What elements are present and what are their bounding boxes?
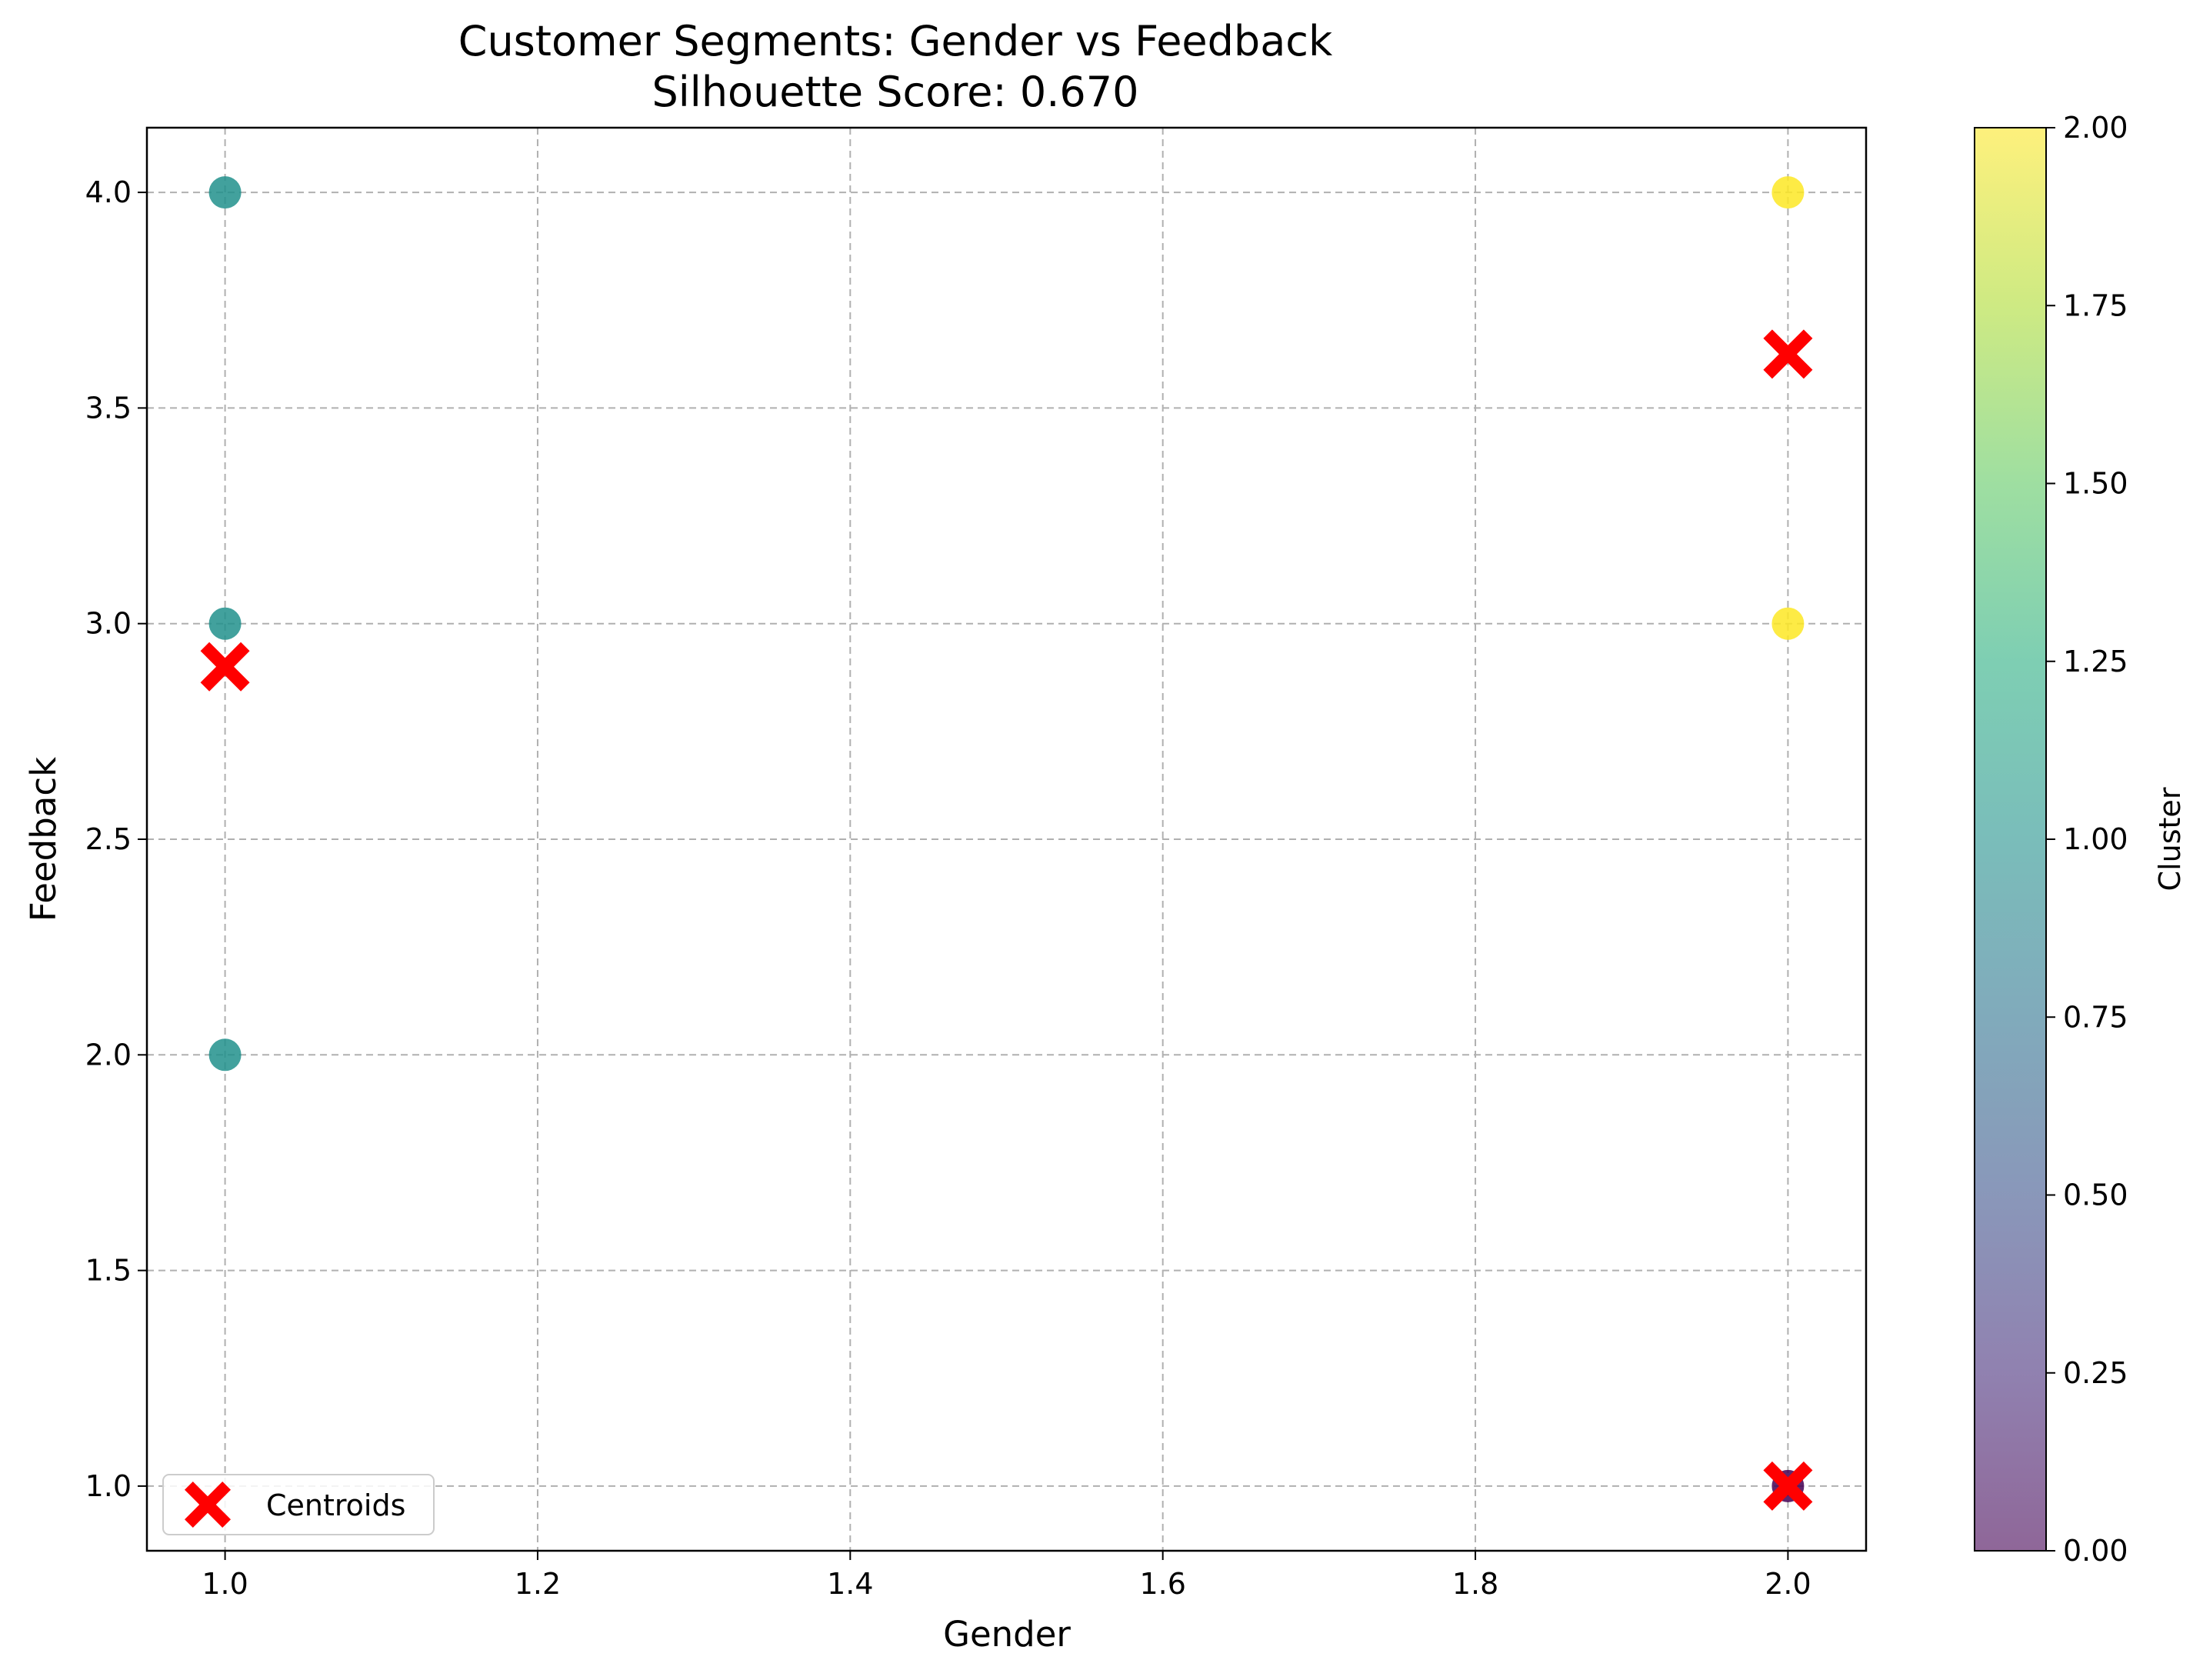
legend-label: Centroids [266,1488,405,1522]
legend-box [162,1474,435,1535]
x-axis-label: Gender [943,1614,1071,1655]
data-point [1771,607,1805,640]
chart-title: Customer Segments: Gender vs Feedback [458,17,1333,65]
x-tick-label: 2.0 [1765,1567,1811,1601]
colorbar-ticks: 0.00 0.25 0.50 0.75 1.00 1.25 1.50 1.75 2.00 [2046,111,2128,1568]
chart-subtitle: Silhouette Score: 0.670 [652,68,1139,116]
y-tick-label: 1.0 [85,1469,132,1503]
colorbar-label: Cluster [2153,787,2187,891]
colorbar-tick-label: 2.00 [2063,111,2128,145]
data-point [208,1038,242,1072]
data-point [208,607,242,640]
colorbar-tick-label: 0.50 [2063,1178,2128,1212]
colorbar-tick-label: 0.25 [2063,1356,2128,1390]
y-axis-label: Feedback [23,757,64,922]
y-tick-label: 3.0 [85,607,132,641]
colorbar-gradient [1975,128,2046,1551]
y-tick-label: 1.5 [85,1254,132,1288]
data-point [1771,176,1805,209]
colorbar-tick-label: 1.75 [2063,288,2128,322]
legend-centroid-x [185,1482,231,1528]
y-tick-label: 3.5 [85,391,132,425]
legend-centroid-marker [185,1482,231,1528]
legend: Centroids [162,1474,435,1535]
centroid-markers [200,329,1813,1511]
x-tick-label: 1.8 [1452,1567,1498,1601]
colorbar-tick-label: 0.00 [2063,1534,2128,1568]
x-tick-label: 1.6 [1139,1567,1185,1601]
x-axis-ticks: 1.0 1.2 1.4 1.6 1.8 2.0 [202,1551,1811,1601]
y-tick-label: 2.5 [85,822,132,856]
data-point [208,176,242,209]
colorbar-tick-label: 1.25 [2063,645,2128,678]
x-tick-label: 1.4 [827,1567,873,1601]
y-tick-label: 2.0 [85,1038,132,1072]
colorbar-tick-label: 1.00 [2063,822,2128,856]
centroid-marker [1763,329,1813,379]
colorbar-tick-label: 1.50 [2063,467,2128,501]
x-tick-label: 1.2 [515,1567,561,1601]
y-axis-ticks: 1.0 1.5 2.0 2.5 3.0 3.5 4.0 [85,175,147,1503]
colorbar-tick-label: 0.75 [2063,1000,2128,1034]
colorbar: 0.00 0.25 0.50 0.75 1.00 1.25 1.50 1.75 2.00 Clu… [1974,111,2187,1568]
x-tick-label: 1.0 [202,1567,248,1601]
grid [147,128,1866,1551]
centroid-marker [1763,1461,1813,1511]
y-tick-label: 4.0 [85,175,132,209]
centroid-marker [200,642,250,692]
